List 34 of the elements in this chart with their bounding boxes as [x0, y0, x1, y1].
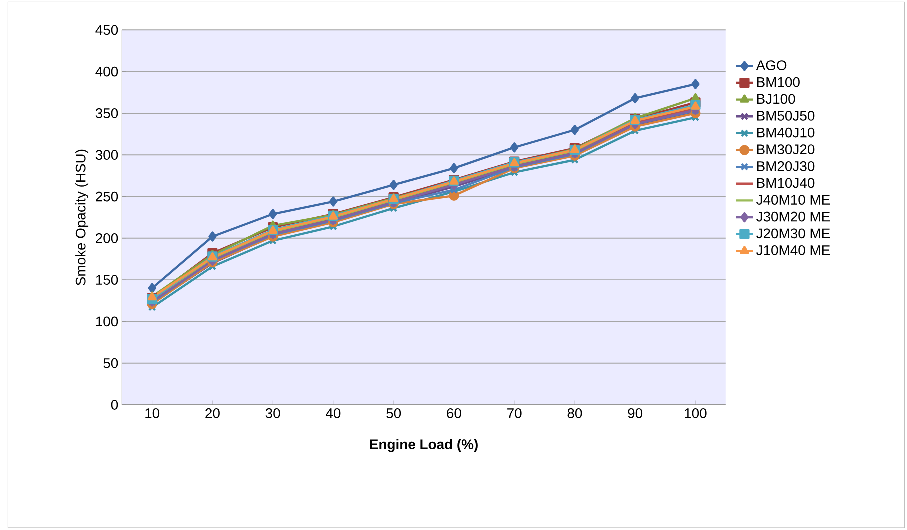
x-tick-label: 90 [628, 408, 643, 418]
x-tick-label: 70 [508, 408, 522, 418]
legend-label: J20M30 ME [756, 228, 830, 239]
legend-label: BM40J10 [757, 128, 815, 138]
x-tick-label: 40 [326, 408, 341, 418]
x-tick-label: 30 [266, 408, 280, 418]
y-tick-label: 300 [96, 150, 118, 160]
y-tick-label: 200 [96, 233, 118, 244]
y-tick-label: 50 [104, 358, 118, 368]
x-tick-label: 10 [146, 408, 160, 418]
x-tick-label: 80 [568, 408, 582, 418]
y-tick-label: 100 [96, 316, 118, 327]
y-tick-label: 250 [96, 192, 118, 202]
legend-label: BM10J40 [757, 178, 815, 188]
legend-label: BM50J50 [757, 110, 815, 121]
x-tick-label: 50 [386, 408, 402, 418]
legend-label: BM20J30 [757, 161, 815, 172]
x-tick-label: 20 [206, 408, 220, 418]
y-axis-title: Smoke Opacity (HSU) [76, 150, 89, 286]
y-tick-label: 450 [96, 25, 118, 36]
x-tick-label: 100 [685, 408, 707, 418]
y-tick-label: 0 [111, 400, 118, 410]
y-tick-label: 400 [96, 66, 118, 77]
legend-label: BM30J20 [757, 144, 815, 154]
y-tick-label: 150 [96, 275, 118, 285]
y-tick-label: 350 [96, 108, 118, 118]
legend-label: J10M40 ME [756, 245, 830, 256]
legend-label: J40M10 ME [756, 194, 830, 205]
x-tick-label: 60 [447, 408, 462, 418]
legend-label: BM100 [757, 77, 800, 88]
legend-label: AGO [756, 60, 787, 70]
legend-label: J30M20 ME [756, 212, 830, 222]
legend-label: BJ100 [757, 94, 796, 104]
x-axis-title: Engine Load (%) [370, 439, 478, 452]
